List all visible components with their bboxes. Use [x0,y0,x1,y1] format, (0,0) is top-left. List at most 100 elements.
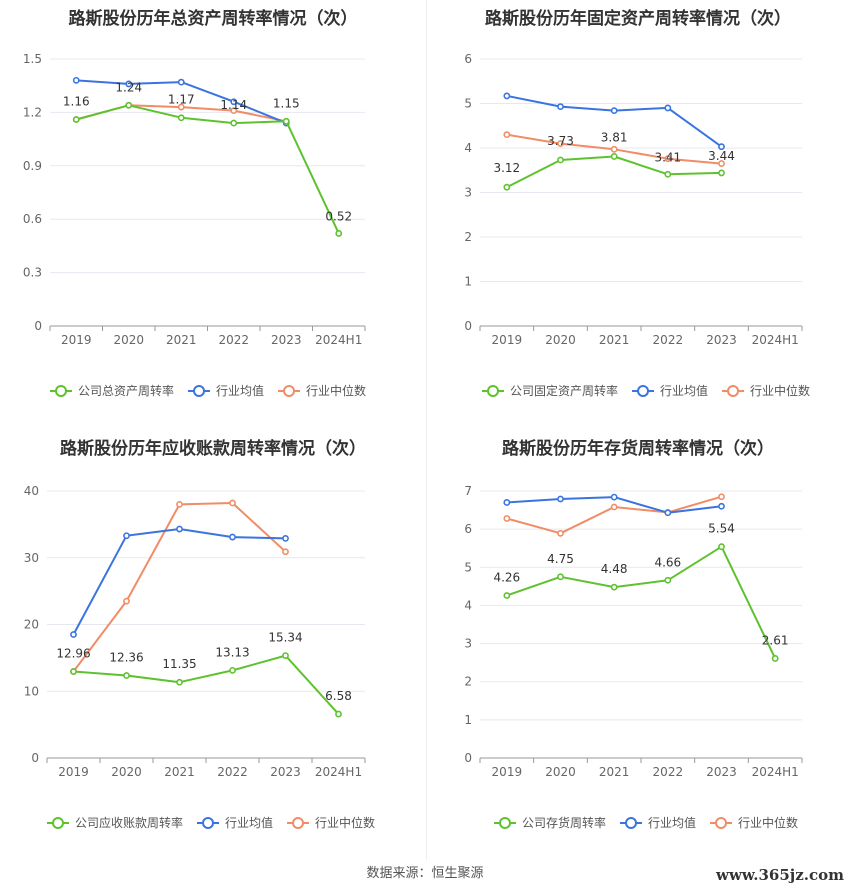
legend-item-avg[interactable]: 行业均值 [648,815,696,830]
y-tick-label: 0 [464,751,472,765]
data-point-avg[interactable] [282,534,289,542]
data-label: 4.66 [654,555,681,569]
data-point-company[interactable] [177,114,185,122]
y-tick-label: 0 [31,751,39,765]
legend-item-median[interactable]: 行业中位数 [315,815,375,830]
data-point-median[interactable] [230,107,238,115]
legend-item-median[interactable]: 行业中位数 [306,383,366,398]
y-tick-label: 6 [464,52,472,66]
data-point-avg[interactable] [718,143,725,151]
data-point-company[interactable] [610,583,618,591]
data-point-median[interactable] [610,145,618,153]
data-point-avg[interactable] [125,80,133,88]
legend-swatch-marker [55,385,67,397]
data-point-median[interactable] [282,548,289,556]
data-point-company[interactable] [503,183,511,191]
data-point-avg[interactable] [557,495,564,503]
data-label: 6.58 [325,689,352,703]
data-point-median[interactable] [610,503,618,511]
data-point-avg[interactable] [718,502,725,510]
y-tick-label: 0.9 [23,159,42,173]
data-point-median[interactable] [503,131,511,139]
data-point-avg[interactable] [664,104,672,112]
data-point-company[interactable] [72,116,80,123]
y-tick-label: 0 [34,319,42,333]
data-point-median[interactable] [177,103,185,111]
data-point-company[interactable] [664,170,672,178]
data-point-company[interactable] [229,666,236,674]
data-point-median[interactable] [503,515,511,522]
y-tick-label: 6 [464,522,472,536]
x-tick-label: 2021 [599,765,630,779]
series-line-company [76,104,340,234]
x-tick-label: 2020 [545,765,576,779]
data-label: 3.81 [601,130,628,144]
legend-item-median[interactable]: 行业中位数 [750,383,810,398]
data-point-median[interactable] [176,500,183,508]
data-point-company[interactable] [125,101,133,109]
data-point-company[interactable] [557,573,564,581]
x-tick-label: 2022 [217,765,248,779]
data-point-company[interactable] [557,156,564,164]
data-point-company[interactable] [718,169,725,177]
data-point-company[interactable] [70,668,77,675]
data-point-avg[interactable] [230,98,238,106]
legend-item-avg[interactable]: 行业均值 [660,383,708,398]
data-point-company[interactable] [718,543,725,551]
data-point-median[interactable] [557,140,564,147]
y-tick-label: 5 [464,97,472,111]
data-point-company[interactable] [771,655,779,662]
data-point-company[interactable] [503,592,511,599]
x-tick-label: 2023 [706,765,737,779]
y-tick-label: 0.3 [23,266,42,280]
data-point-median[interactable] [664,155,672,163]
fixed-asset-turnover-chart: 路斯股份历年固定资产周转率情况（次） 0 1 2 3 4 5 6 2019 2020 2021 20… [426,0,850,420]
data-point-median[interactable] [229,499,236,507]
data-point-company[interactable] [282,117,290,125]
data-point-avg[interactable] [610,493,618,501]
legend-item-company[interactable]: 公司固定资产周转率 [510,383,618,398]
data-point-avg[interactable] [503,499,511,506]
data-point-company[interactable] [664,576,672,584]
legend-swatch-marker [52,817,64,829]
data-point-median[interactable] [123,597,130,605]
data-point-avg[interactable] [177,78,185,86]
data-point-avg[interactable] [123,532,130,540]
data-point-median[interactable] [557,529,564,537]
legend-swatch-marker [637,385,650,397]
legend-swatch-marker [727,385,740,397]
legend-item-median[interactable]: 行业中位数 [738,815,798,830]
data-point-avg[interactable] [70,631,77,638]
legend-item-company[interactable]: 公司应收账款周转率 [75,815,183,830]
chart-plot-area: 0 10 20 30 40 2019 2020 2021 2022 2023 2024H1 12.96… [24,484,375,830]
legend-item-company[interactable]: 公司存货周转率 [522,815,606,830]
data-label: 3.41 [654,150,681,164]
legend-item-avg[interactable]: 行业均值 [225,815,273,830]
data-point-avg[interactable] [557,103,564,111]
data-point-company[interactable] [123,672,130,679]
data-point-company[interactable] [610,153,618,160]
data-point-company[interactable] [335,230,343,237]
data-label: 1.16 [63,95,90,109]
y-tick-label: 0.6 [23,212,42,226]
y-tick-label: 1.2 [23,105,42,119]
data-point-avg[interactable] [72,76,80,84]
data-point-company[interactable] [230,119,238,127]
data-point-company[interactable] [335,710,342,718]
data-point-median[interactable] [718,160,725,167]
data-point-avg[interactable] [610,107,618,115]
data-point-avg[interactable] [176,525,183,533]
y-tick-label: 1 [464,713,472,727]
data-point-company[interactable] [176,678,183,686]
data-point-avg[interactable] [664,509,672,517]
y-tick-label: 5 [464,560,472,574]
x-tick-label: 2021 [164,765,195,779]
data-point-company[interactable] [282,652,289,660]
data-point-avg[interactable] [229,533,236,541]
legend-item-company[interactable]: 公司总资产周转率 [78,383,174,398]
data-point-avg[interactable] [503,92,511,100]
legend-item-avg[interactable]: 行业均值 [216,383,264,398]
data-point-median[interactable] [718,493,725,501]
series-line-median [506,495,722,535]
data-label: 3.44 [708,149,735,163]
